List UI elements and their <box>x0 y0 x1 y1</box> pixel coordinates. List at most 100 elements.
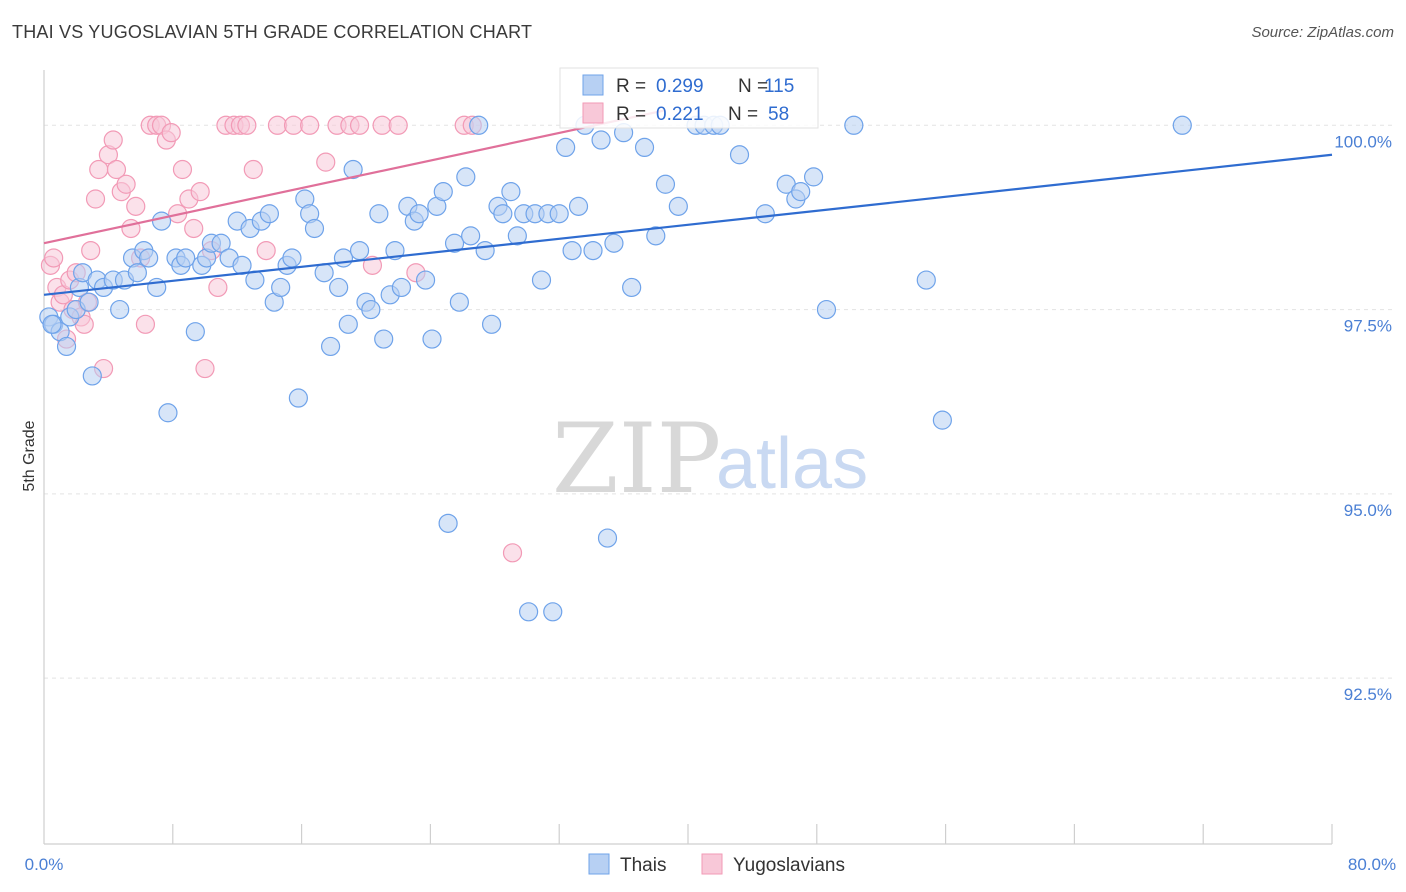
thai-point <box>42 314 62 334</box>
thai-point <box>475 241 495 261</box>
thai-n-value: 115 <box>764 76 794 97</box>
thai-point <box>271 277 291 298</box>
thai-point <box>803 167 824 187</box>
thai-point <box>646 226 666 246</box>
thai-point <box>282 248 302 268</box>
grid-lines <box>44 124 1392 679</box>
yugo-point <box>172 159 193 180</box>
thai-point <box>1172 115 1192 135</box>
thai-point <box>110 299 130 320</box>
y-tick-label: 95.0% <box>1344 501 1392 520</box>
thai-point <box>604 233 624 253</box>
yugo-point <box>208 277 228 298</box>
x-ticks <box>172 824 1333 844</box>
yugo-point <box>283 115 304 135</box>
thais-points <box>39 115 1192 622</box>
thai-point <box>415 270 436 290</box>
thai-r-label: R = <box>616 76 646 97</box>
yugoslavians-legend-label: Yugoslavians <box>733 855 845 876</box>
thai-point <box>519 602 539 622</box>
thai-point <box>185 322 205 342</box>
chart-title: THAI VS YUGOSLAVIAN 5TH GRADE CORRELATIO… <box>12 22 533 42</box>
thai-trend-line <box>43 153 1333 296</box>
thai-point <box>932 410 952 430</box>
yugo-point <box>237 115 257 135</box>
thai-point <box>507 226 527 246</box>
yugo-point <box>161 123 181 143</box>
yugo-point <box>135 314 156 334</box>
thai-point <box>456 167 476 187</box>
stats-legend: R = 0.299 N = 115 R = 0.221 N = 58 <box>559 67 819 129</box>
yugo-n-value: 58 <box>768 104 789 125</box>
y-tick-label: 100.0% <box>1334 132 1392 151</box>
thai-point <box>501 182 521 202</box>
thai-point <box>245 270 265 290</box>
watermark-zip: ZIP <box>552 403 721 515</box>
yugo-point <box>372 115 392 135</box>
thai-point <box>349 241 370 261</box>
yugo-point <box>106 159 127 180</box>
yugo-point <box>184 218 204 239</box>
y-tick-labels: 92.5% 95.0% 97.5% 100.0% <box>1334 132 1392 704</box>
yugo-point <box>349 115 370 135</box>
thai-point <box>361 299 381 320</box>
thai-point <box>493 204 513 224</box>
thai-point <box>82 366 102 386</box>
thai-legend-swatch <box>582 74 604 96</box>
yugo-point <box>267 115 288 135</box>
yugo-point <box>362 255 383 275</box>
yugo-n-label: N = <box>728 104 758 125</box>
thai-point <box>755 204 775 224</box>
thai-point <box>438 513 458 533</box>
thai-point <box>333 248 354 268</box>
yugo-point <box>195 358 215 379</box>
thai-r-value: 0.299 <box>656 76 704 97</box>
yugo-point <box>502 543 523 563</box>
trend-lines <box>43 109 1333 296</box>
yugo-r-value: 0.221 <box>656 104 704 125</box>
thai-point <box>343 159 363 180</box>
x-tick-label-min: 0.0% <box>25 855 64 874</box>
thai-point <box>622 277 642 298</box>
watermark-atlas: atlas <box>716 424 868 504</box>
thai-point <box>729 145 750 165</box>
thai-point <box>543 602 563 622</box>
thai-point <box>568 196 589 216</box>
thai-point <box>338 314 358 334</box>
thai-point <box>461 226 481 246</box>
thai-point <box>422 329 442 349</box>
thai-point <box>304 218 325 239</box>
thai-point <box>176 248 196 268</box>
yugo-point <box>103 130 123 150</box>
thai-point <box>56 336 77 357</box>
watermark: ZIP atlas <box>552 403 868 515</box>
thai-point <box>158 403 178 423</box>
y-axis-label: 5th Grade <box>21 420 38 491</box>
thai-point <box>549 204 569 224</box>
thai-point <box>481 314 502 334</box>
yugo-point <box>116 174 136 194</box>
thai-point <box>591 130 611 150</box>
y-tick-label: 97.5% <box>1344 317 1392 336</box>
y-tick-label: 92.5% <box>1344 685 1392 704</box>
thai-point <box>655 174 676 194</box>
yugo-point <box>85 189 106 209</box>
thai-point <box>562 241 582 261</box>
thai-point <box>374 329 394 349</box>
thai-point <box>391 277 412 298</box>
thai-point <box>433 182 453 202</box>
yugo-trend-line <box>43 109 665 245</box>
thai-point <box>139 248 159 268</box>
thai-point <box>791 182 811 202</box>
thai-point <box>409 204 429 224</box>
yugo-point <box>81 241 101 261</box>
yugo-point <box>126 196 146 216</box>
thai-point <box>668 196 688 216</box>
thais-legend-label: Thais <box>620 855 666 876</box>
thai-point <box>583 241 603 261</box>
thai-point <box>314 263 334 283</box>
yugo-point <box>44 248 64 268</box>
thais-swatch <box>588 853 610 875</box>
thai-point <box>597 528 618 548</box>
thai-point <box>531 270 552 290</box>
